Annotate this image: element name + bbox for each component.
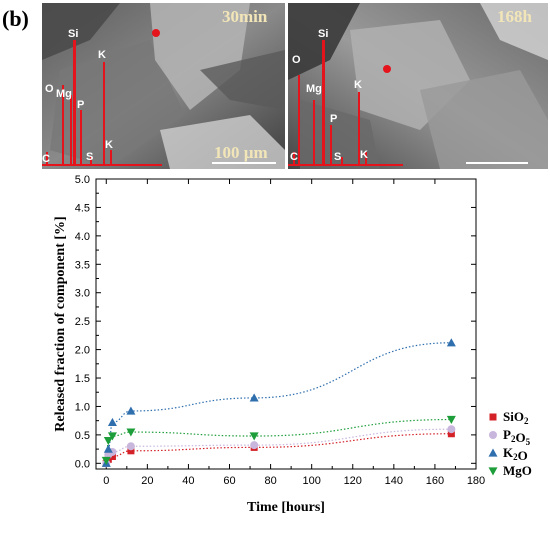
trend-lines	[105, 342, 452, 464]
data-point-mgo	[103, 436, 113, 446]
data-point-sio2	[447, 430, 455, 438]
sem-micrograph-2: Si O Mg K P C S K 168h	[288, 3, 548, 169]
data-point-sio2	[127, 447, 135, 455]
trend-line-p2o5	[105, 428, 452, 464]
legend-marker-p2o5	[489, 431, 497, 439]
x-tick-label: 20	[141, 475, 153, 487]
y-axis-label: Released fraction of component [%]	[53, 216, 68, 431]
data-markers	[101, 338, 456, 468]
data-point-mgo	[126, 428, 136, 437]
y-tick-label: 0.0	[75, 458, 90, 470]
trend-line-k2o	[105, 342, 452, 464]
y-tick-label: 3.0	[75, 288, 90, 300]
data-point-k2o	[103, 444, 113, 453]
eds-label-s: S	[86, 151, 93, 163]
x-tick-label: 0	[103, 475, 109, 487]
trend-line-mgo	[105, 418, 452, 462]
data-point-k2o	[446, 338, 456, 347]
data-point-k2o	[126, 406, 136, 415]
x-tick-label: 60	[223, 475, 235, 487]
data-point-mgo	[107, 432, 117, 441]
eds-label-s: S	[334, 151, 341, 163]
y-tick-label: 5.0	[75, 174, 90, 186]
legend-label-mgo: MgO	[503, 463, 532, 478]
data-point-p2o5	[447, 425, 456, 434]
release-chart: 0.0 0.5 1.0 1.5 2.0 2.5 3.0 3.5 4.0 4.5 5.0 0 20 40 6…	[53, 174, 532, 515]
y-tick-label: 2.5	[75, 316, 90, 328]
x-tick-label: 80	[264, 475, 276, 487]
scale-bar-2	[466, 162, 528, 164]
data-point-mgo	[101, 456, 111, 465]
scale-bar-label: 100 µm	[214, 143, 268, 162]
y-tick-label: 2.0	[75, 345, 90, 357]
panel-label: (b)	[2, 6, 29, 31]
legend-label-p2o5: P2O5	[503, 427, 531, 447]
data-point-p2o5	[250, 441, 259, 450]
plot-frame	[95, 178, 477, 470]
eds-label-mg: Mg	[306, 83, 322, 95]
sem-time-label-2: 168h	[497, 7, 533, 26]
legend-label-k2o: K2O	[503, 445, 528, 463]
y-tick-label: 4.5	[75, 202, 90, 214]
eds-label-k-beta: K	[360, 149, 368, 161]
x-tick-label: 180	[467, 475, 485, 487]
data-point-p2o5	[126, 442, 135, 451]
eds-label-si: Si	[318, 28, 328, 40]
trend-line-sio2	[106, 433, 452, 464]
eds-spectrum-2	[288, 40, 403, 166]
sem-micrograph-1: Si K O Mg P C S K 30min 100 µm	[42, 3, 285, 169]
eds-label-k-alpha: K	[98, 49, 106, 61]
eds-label-k-alpha: K	[354, 79, 362, 91]
eds-label-k-beta: K	[105, 139, 113, 151]
data-point-mgo	[249, 432, 259, 441]
y-tick-label: 1.0	[75, 401, 90, 413]
x-tick-label: 140	[385, 475, 403, 487]
y-axis: 0.0 0.5 1.0 1.5 2.0 2.5 3.0 3.5 4.0 4.5 5.0	[75, 174, 476, 470]
eds-spectrum-1	[42, 40, 162, 166]
scale-bar-1	[212, 162, 276, 164]
legend-marker-mgo	[488, 467, 498, 476]
x-axis-label: Time [hours]	[247, 500, 325, 515]
eds-label-p: P	[330, 113, 337, 125]
x-tick-label: 120	[344, 475, 362, 487]
eds-label-o: O	[45, 83, 54, 95]
data-point-mgo	[446, 415, 456, 425]
y-tick-label: 0.5	[75, 430, 90, 442]
y-tick-label: 4.0	[75, 231, 90, 243]
data-point-k2o	[107, 417, 117, 426]
data-point-k2o	[249, 393, 259, 402]
eds-spot-marker	[383, 65, 391, 73]
eds-label-si: Si	[68, 28, 78, 40]
eds-spot-marker	[152, 29, 160, 37]
eds-label-p: P	[77, 99, 84, 111]
y-tick-label: 1.5	[75, 373, 90, 385]
sem-time-label-1: 30min	[222, 7, 268, 26]
x-tick-label: 160	[426, 475, 444, 487]
eds-label-c: C	[42, 153, 50, 165]
x-tick-label: 40	[182, 475, 194, 487]
legend-marker-sio2	[489, 413, 497, 421]
legend-label-sio2: SiO2	[503, 409, 529, 426]
x-axis: 0 20 40 60 80 100 120 140 160 180	[103, 179, 485, 487]
x-tick-label: 100	[302, 475, 320, 487]
eds-label-mg: Mg	[56, 88, 72, 100]
data-point-sio2	[108, 452, 116, 460]
eds-label-o: O	[292, 54, 301, 66]
y-tick-label: 3.5	[75, 259, 90, 271]
eds-label-c: C	[290, 151, 298, 163]
legend-marker-k2o	[488, 448, 498, 457]
